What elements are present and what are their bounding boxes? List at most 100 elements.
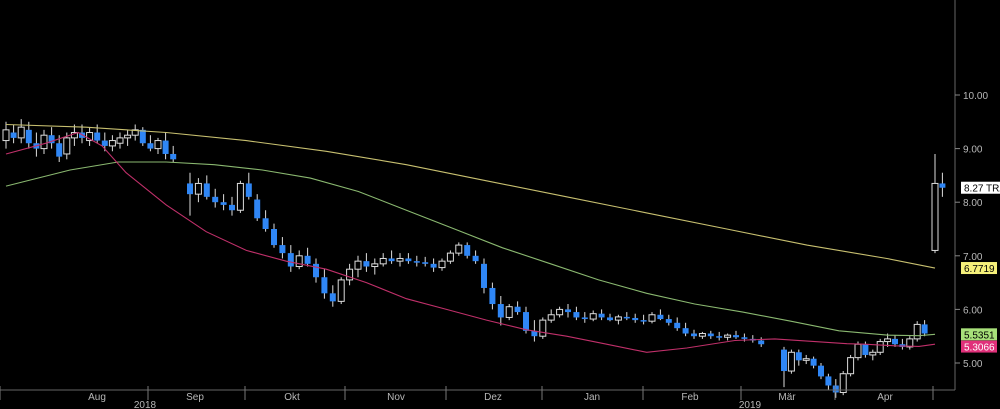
candle-body [455, 244, 463, 254]
candle-body [254, 199, 261, 219]
candle-body [329, 293, 336, 302]
candle-body [623, 316, 630, 319]
candle-body [229, 204, 235, 211]
ma-badge-1-label: 5.5351 [964, 330, 995, 341]
candle-body [405, 258, 412, 262]
ma-badge-2-bg [961, 340, 997, 353]
candle-body [531, 330, 538, 337]
candle-body [388, 258, 395, 262]
candle-body [795, 352, 802, 361]
candle-body [787, 351, 795, 372]
candle-body [304, 255, 311, 264]
candle-body [363, 261, 370, 267]
candle-body [741, 337, 748, 339]
candle-body [124, 134, 132, 139]
candle-body [682, 328, 689, 334]
candle-body [396, 257, 404, 262]
candle-body [913, 323, 921, 340]
candlestick-series [2, 119, 946, 398]
candle-body [921, 324, 928, 334]
candle-body [94, 132, 101, 141]
candle-body [674, 322, 681, 329]
candle-body [573, 312, 580, 318]
month-label: Okt [284, 392, 300, 403]
candle-body [271, 229, 277, 246]
candle-body [108, 140, 116, 147]
candle-body [147, 143, 154, 149]
candle-body [481, 263, 487, 288]
candle-body [438, 260, 446, 269]
candle-body [707, 333, 714, 337]
candle-body [523, 312, 529, 331]
candle-body [63, 137, 71, 155]
candle-body [354, 260, 362, 270]
ma-badge-2-label: 5.3066 [964, 343, 995, 354]
candle-body [598, 313, 605, 318]
candle-body [187, 183, 193, 195]
month-label: Mär [778, 392, 796, 403]
candle-body [847, 357, 855, 375]
candle-body [446, 252, 454, 262]
candle-body [56, 143, 63, 157]
price-tick-label: 9.00 [963, 145, 983, 156]
candle-body [939, 183, 946, 188]
candle-body [337, 279, 345, 302]
candle-body [170, 153, 177, 160]
ma-badge-1-bg [961, 328, 997, 341]
candle-body [116, 137, 124, 144]
candle-body [194, 182, 202, 195]
last-price-badge-label: 8.27 TRZ [964, 184, 1000, 195]
candle-body [279, 245, 286, 254]
candle-body [931, 182, 939, 251]
candle-body [869, 351, 877, 356]
month-label: Feb [681, 392, 699, 403]
candle-body [733, 335, 739, 338]
candle-body [10, 132, 17, 138]
candle-body [321, 277, 328, 294]
candle-body [131, 129, 139, 136]
candle-body [862, 344, 869, 355]
candle-body [614, 316, 622, 321]
candle-body [724, 334, 732, 338]
month-label: Aug [88, 392, 106, 403]
candle-body [2, 129, 10, 142]
candle-body [581, 317, 588, 320]
candle-body [565, 309, 571, 313]
price-tick-label: 5.00 [963, 359, 983, 370]
candle-body [295, 255, 303, 268]
candle-body [906, 338, 914, 348]
candle-body [203, 183, 210, 197]
candle-body [162, 140, 169, 154]
candle-body [589, 313, 597, 320]
price-tick-label: 7.00 [963, 252, 983, 263]
candle-body [379, 257, 387, 265]
candle-body [758, 340, 765, 345]
ma-badge-0-label: 6.7719 [964, 264, 995, 275]
ma-yellow-line [5, 123, 936, 269]
candle-body [556, 308, 564, 316]
candle-body [422, 262, 429, 264]
month-label: Dez [484, 392, 502, 403]
candle-body [802, 358, 810, 361]
time-axis: Aug Sep Okt Nov Dez Jan Feb Mär Apr 2018 2019 [0, 386, 955, 409]
month-label: Sep [186, 392, 204, 403]
candle-body [854, 343, 862, 359]
candle-body [648, 314, 656, 322]
candle-body [839, 373, 847, 393]
candle-body [781, 349, 787, 372]
candle-body [818, 365, 824, 377]
month-label: Nov [387, 392, 405, 403]
candle-body [413, 261, 420, 263]
month-label: Jan [584, 392, 600, 403]
year-label: 2018 [134, 400, 157, 409]
candle-body [665, 319, 672, 323]
moving-averages [5, 123, 936, 353]
year-label: 2019 [739, 400, 762, 409]
price-axis: 5.00 6.00 7.00 8.00 9.00 10.00 8.27 TRZ 6.7719 5… [954, 0, 1000, 390]
candle-body [832, 385, 839, 393]
candle-body [220, 202, 227, 205]
ma-red-line [5, 131, 936, 353]
candle-body [489, 287, 496, 305]
candle-body [505, 306, 513, 318]
